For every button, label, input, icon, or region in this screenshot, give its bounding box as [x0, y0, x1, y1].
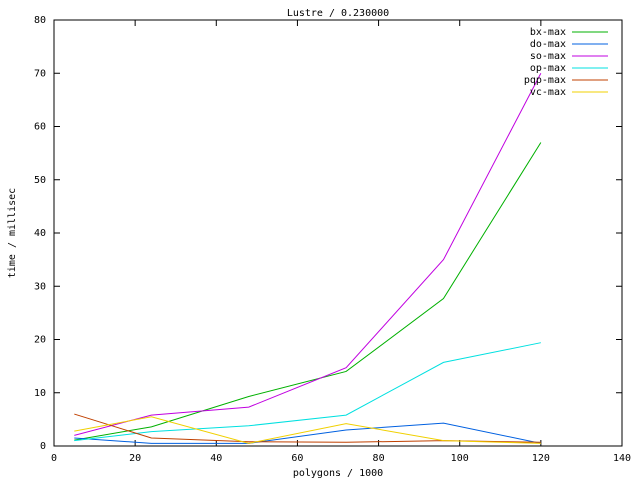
series-line	[74, 142, 542, 441]
series-line	[74, 422, 541, 444]
legend-label: pqp-max	[524, 75, 566, 86]
y-tick-label: 30	[34, 281, 46, 292]
x-tick-label: 40	[210, 453, 222, 464]
y-tick-label: 70	[34, 68, 46, 79]
y-axis-label: time / millisec	[7, 188, 18, 278]
y-tick-label: 60	[34, 122, 46, 133]
x-tick-label: 20	[129, 453, 141, 464]
x-tick-label: 140	[613, 453, 631, 464]
y-tick-label: 10	[34, 388, 46, 399]
x-axis-label: polygons / 1000	[293, 468, 383, 479]
y-tick-label: 80	[34, 15, 46, 26]
series-line	[74, 73, 542, 436]
y-tick-label: 20	[34, 335, 46, 346]
series-line	[74, 416, 541, 444]
x-tick-label: 60	[291, 453, 303, 464]
legend-label: do-max	[530, 39, 566, 50]
legend-label: so-max	[530, 51, 566, 62]
x-tick-label: 80	[373, 453, 385, 464]
legend-label: bx-max	[530, 27, 566, 38]
x-tick-label: 120	[532, 453, 550, 464]
legend-label: vc-max	[530, 87, 566, 98]
y-tick-label: 40	[34, 228, 46, 239]
y-tick-label: 0	[40, 441, 46, 452]
series-line	[74, 342, 541, 442]
chart-title: Lustre / 0.230000	[287, 8, 389, 19]
y-tick-label: 50	[34, 175, 46, 186]
x-tick-label: 100	[451, 453, 469, 464]
x-tick-label: 0	[51, 453, 57, 464]
legend-label: op-max	[530, 63, 566, 74]
